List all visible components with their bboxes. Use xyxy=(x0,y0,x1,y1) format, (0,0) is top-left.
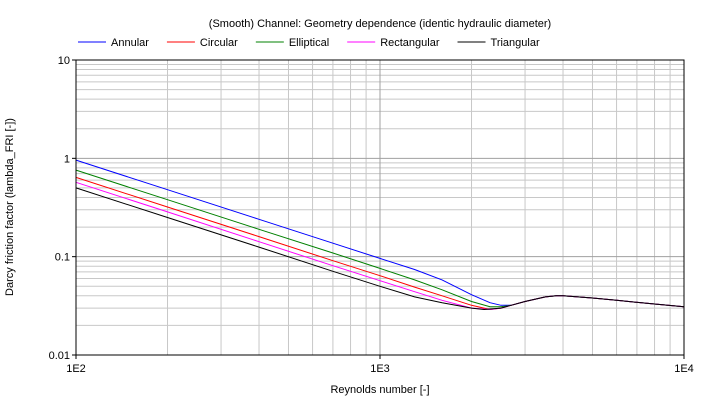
y-tick-label: 1 xyxy=(64,153,70,165)
x-tick-label: 1E4 xyxy=(674,363,694,375)
x-tick-label: 1E3 xyxy=(370,363,390,375)
legend-label-rectangular: Rectangular xyxy=(380,37,440,49)
y-tick-label: 0.01 xyxy=(49,350,70,362)
x-tick-label: 1E2 xyxy=(66,363,86,375)
chart-title: (Smooth) Channel: Geometry dependence (i… xyxy=(209,18,551,30)
grid xyxy=(75,59,685,356)
series-line-triangular xyxy=(75,187,685,311)
legend: Annular Circular Elliptical Rectangular Tria… xyxy=(78,37,540,49)
legend-label-elliptical: Elliptical xyxy=(289,37,329,49)
ticks: 1E2 1E3 1E4 0.01 0.1 1 10 xyxy=(49,55,694,375)
legend-label-circular: Circular xyxy=(200,37,238,49)
x-axis-label: Reynolds number [-] xyxy=(330,384,429,396)
y-tick-label: 0.1 xyxy=(55,252,70,264)
legend-label-annular: Annular xyxy=(111,37,149,49)
y-axis-label: Darcy friction factor (lambda_FRI [-]) xyxy=(4,118,16,296)
legend-label-triangular: Triangular xyxy=(491,37,540,49)
y-tick-label: 10 xyxy=(58,55,70,67)
series-layer xyxy=(75,159,685,311)
plot-frame xyxy=(75,59,685,356)
